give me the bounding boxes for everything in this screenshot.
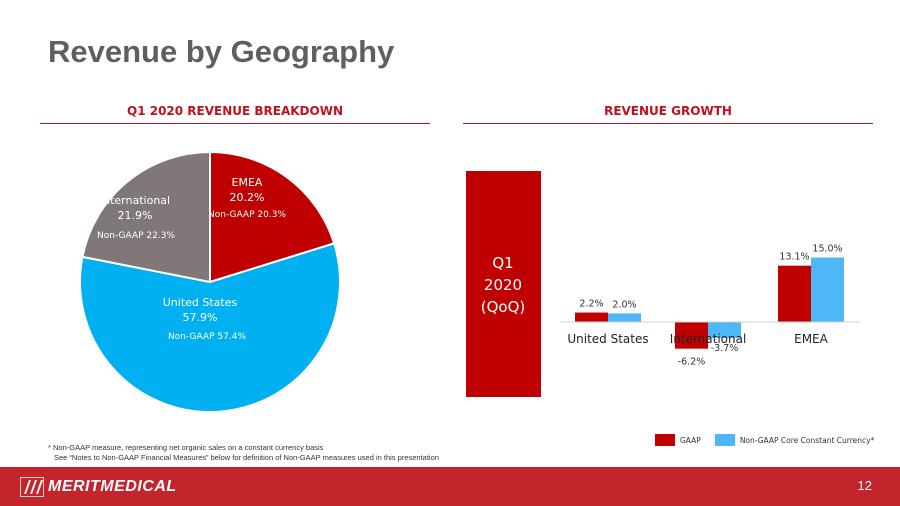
bar-non-gaap-emea	[811, 257, 844, 322]
category-label-international: International	[670, 332, 747, 346]
legend-item-non-gaap: Non-GAAP Core Constant Currency*	[714, 434, 875, 446]
period-label-block	[466, 171, 541, 397]
legend-swatch-non-gaap	[714, 434, 735, 446]
pie-value-emea: 20.2%	[230, 191, 265, 204]
footnote-line-1: * Non-GAAP measure, representing net org…	[48, 443, 324, 452]
bar-non-gaap-united-states	[608, 313, 641, 322]
pie-nongaap-united-states: Non-GAAP 57.4%	[168, 332, 246, 342]
legend-swatch-gaap	[655, 434, 675, 446]
pie-value-international: 21.9%	[118, 209, 153, 222]
bar-label-non-gaap-international: -3.7%	[711, 343, 739, 354]
legend-item-gaap: GAAP	[655, 434, 701, 446]
pie-slice-international	[81, 150, 211, 284]
period-label-line-1: Q1	[492, 254, 513, 272]
bar-label-gaap-united-states: 2.2%	[579, 299, 603, 310]
period-label-line-3: (QoQ)	[481, 298, 526, 316]
merit-medical-logo: MERITMEDICAL	[20, 476, 177, 498]
logo-text: MERITMEDICAL	[48, 478, 177, 495]
bar-label-gaap-emea: 13.1%	[779, 252, 809, 263]
page-title: Revenue by Geography	[48, 34, 395, 69]
bar-legend: GAAP Non-GAAP Core Constant Currency*	[655, 434, 888, 446]
pie-nongaap-international: Non-GAAP 22.3%	[97, 231, 175, 241]
legend-label-non-gaap: Non-GAAP Core Constant Currency*	[739, 435, 875, 445]
period-label-line-2: 2020	[484, 276, 522, 294]
bar-label-non-gaap-emea: 15.0%	[812, 244, 842, 255]
pie-label-united-states: United States	[163, 296, 238, 309]
bar-gaap-international	[675, 322, 708, 349]
category-label-united-states: United States	[567, 332, 648, 346]
bar-chart: Q1 2020 (QoQ) 2.2% 2.0% United States -6.2% -3.…	[466, 171, 860, 397]
legend-label-gaap: GAAP	[680, 435, 701, 445]
page-number: 12	[857, 478, 872, 493]
pie-title-rule	[40, 123, 430, 124]
bar-title-rule	[463, 123, 873, 124]
pie-label-international: International	[100, 194, 170, 207]
pie-nongaap-emea: Non-GAAP 20.3%	[208, 210, 286, 220]
pie-chart: EMEA 20.2% Non-GAAP 20.3% United States 57.9…	[79, 150, 341, 413]
category-label-emea: EMEA	[794, 332, 829, 346]
bar-non-gaap-international	[708, 322, 741, 338]
pie-value-united-states: 57.9%	[183, 311, 218, 324]
bar-label-non-gaap-united-states: 2.0%	[612, 299, 636, 310]
pie-chart-title: Q1 2020 REVENUE BREAKDOWN	[127, 104, 343, 118]
pie-label-emea: EMEA	[232, 176, 263, 189]
pie-slice-united-states	[79, 242, 341, 413]
footer-bar: MERITMEDICAL 12	[0, 467, 900, 506]
footnote-line-2: See “Notes to Non-GAAP Financial Measure…	[54, 453, 439, 462]
bar-label-gaap-international: -6.2%	[678, 357, 706, 368]
bar-gaap-united-states	[575, 312, 608, 322]
bar-gaap-emea	[778, 265, 811, 322]
pie-slice-emea	[209, 150, 336, 284]
bar-chart-title: REVENUE GROWTH	[604, 104, 732, 118]
logo-mark-icon	[20, 477, 44, 497]
